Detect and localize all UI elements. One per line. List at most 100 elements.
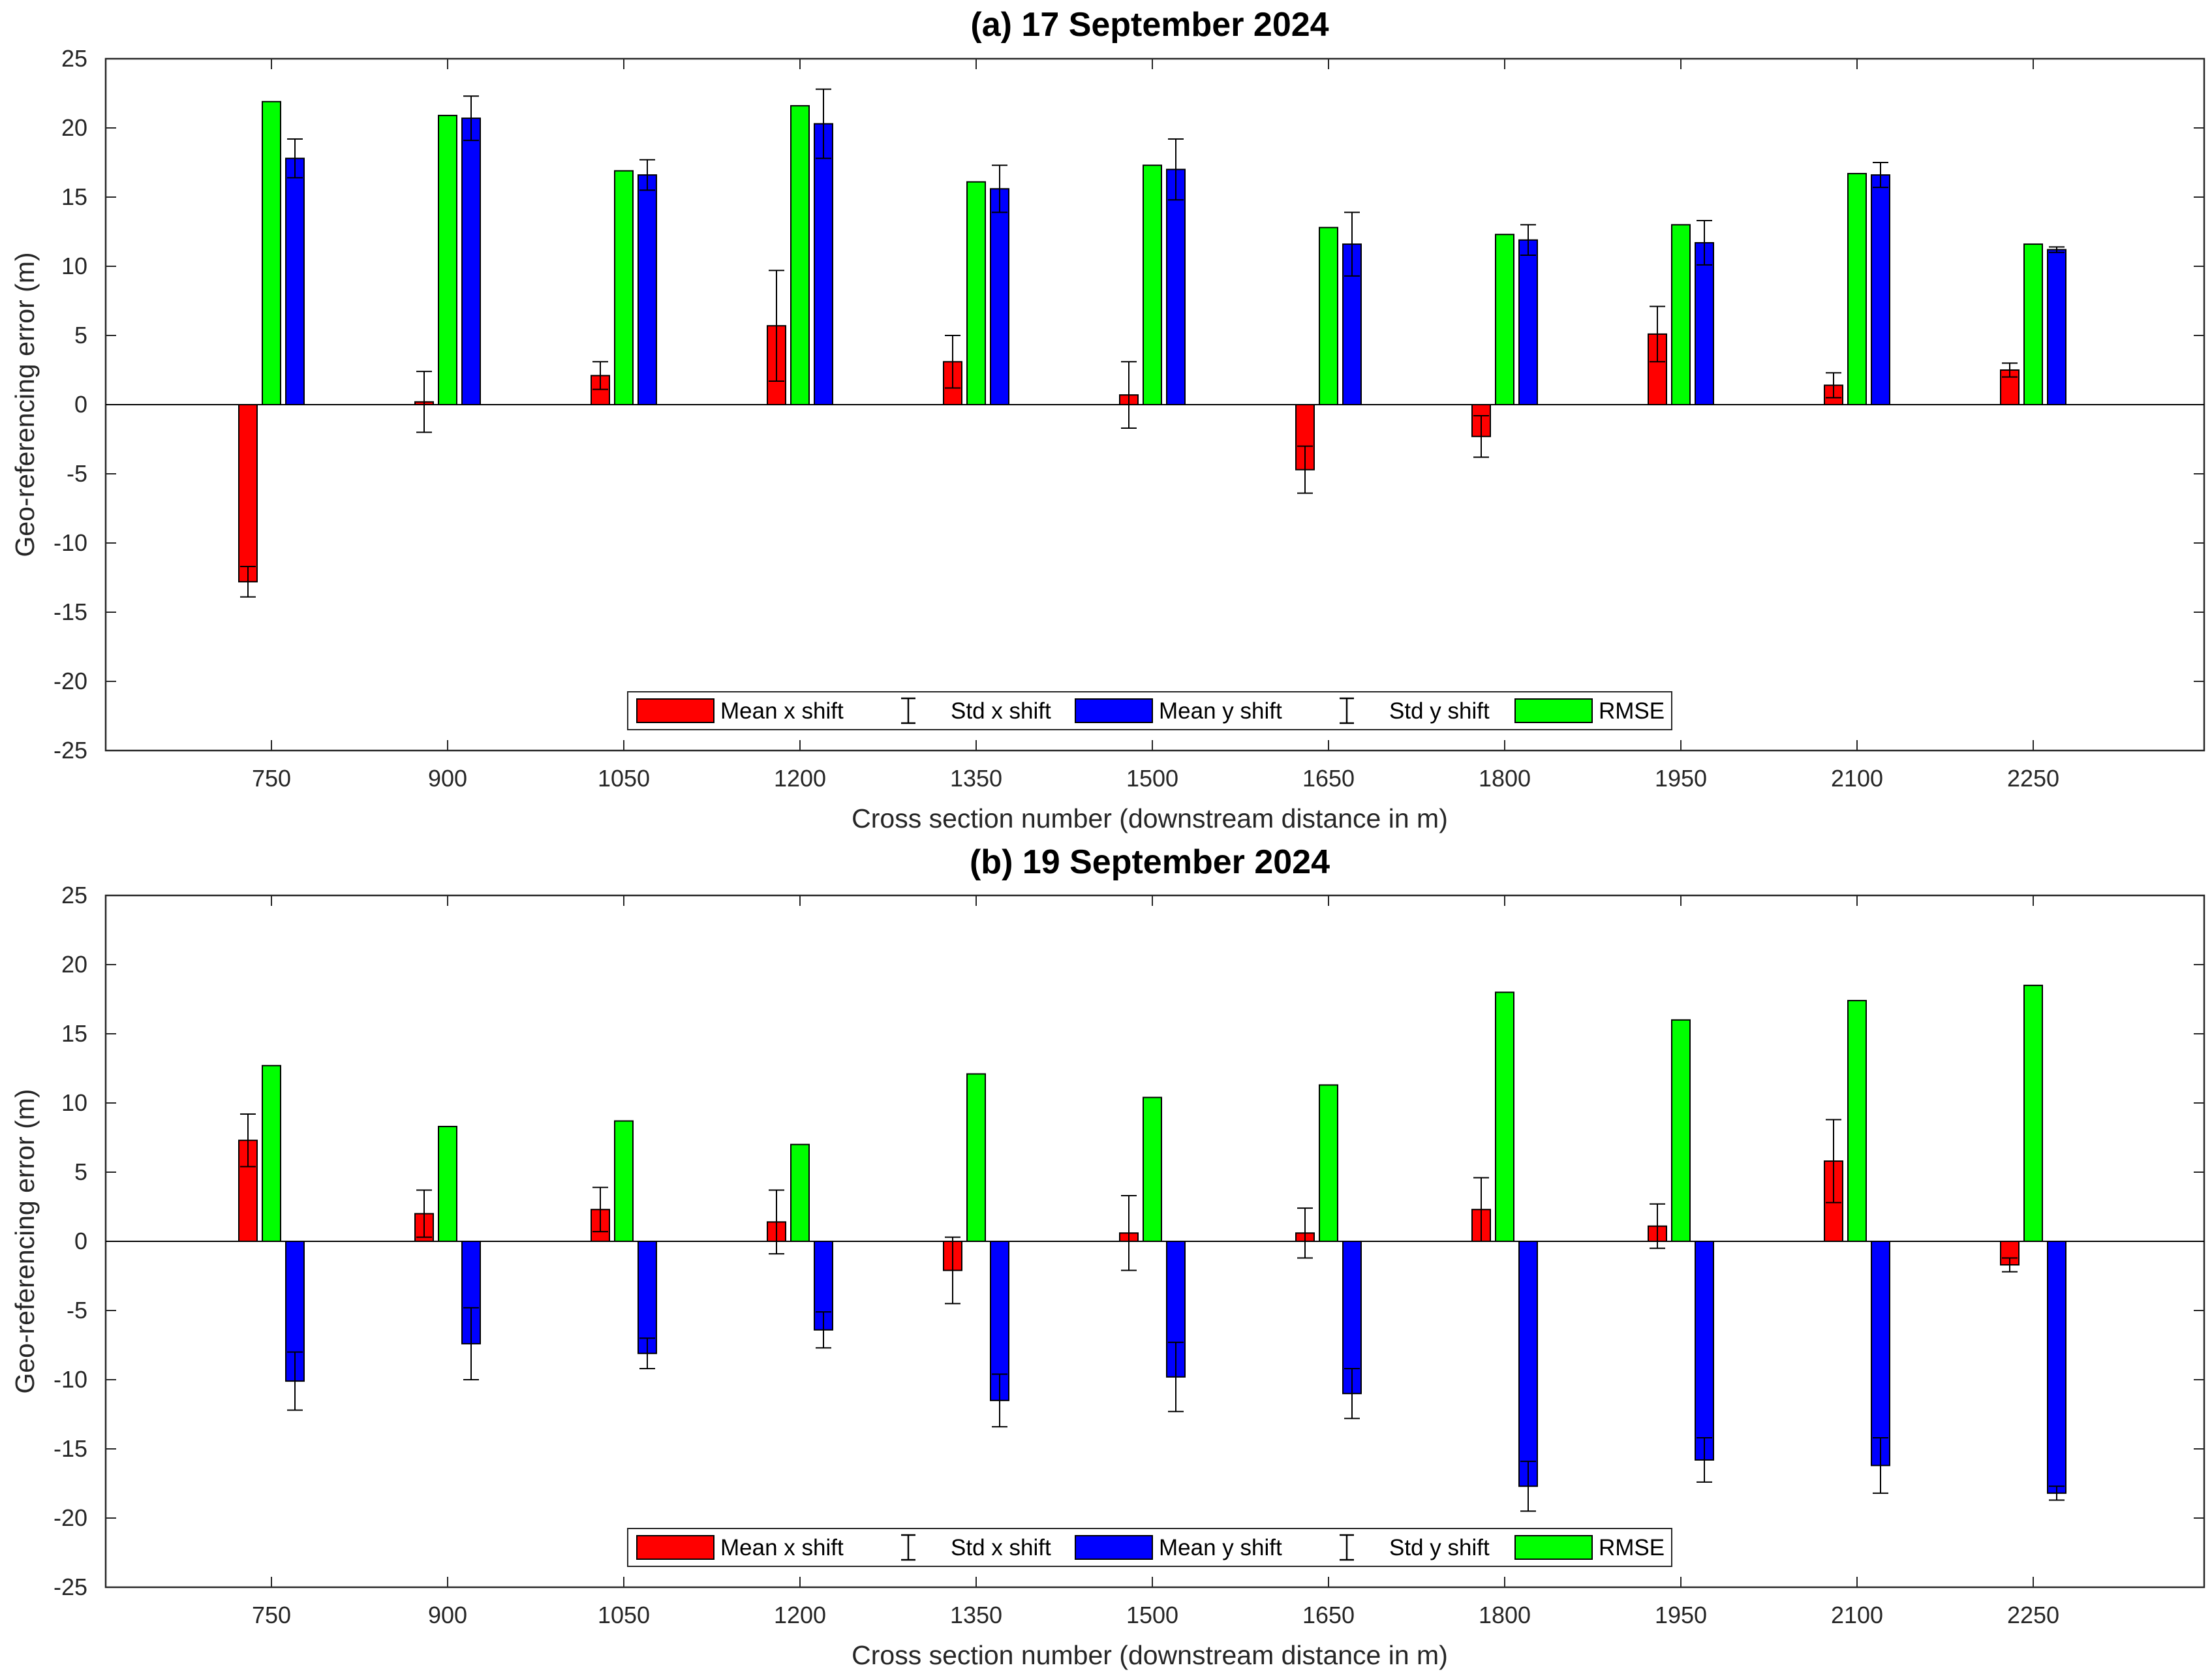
errorbar-mean-y — [1344, 211, 1360, 277]
legend: Mean x shift Std x shift Mean y shift St… — [627, 691, 1672, 730]
y-tick-label: -5 — [67, 1297, 87, 1324]
legend-label-mean-y: Mean y shift — [1159, 1535, 1282, 1560]
errorbar-mean-x — [1121, 1195, 1137, 1271]
y-tick-label: 10 — [61, 1089, 87, 1116]
y-tick-label: 0 — [74, 391, 87, 418]
y-tick-label: 5 — [74, 322, 87, 349]
y-axis-label: Geo-referencing error (m) — [10, 252, 40, 557]
errorbar-mean-x — [1473, 414, 1489, 458]
errorbar-mean-x — [416, 1189, 432, 1238]
bar-mean-y — [1695, 1241, 1714, 1461]
y-tick-label: 25 — [61, 882, 87, 908]
x-tick-label: 900 — [428, 1602, 467, 1628]
y-tick-label: -20 — [54, 1504, 87, 1531]
bar-mean-y — [2047, 1241, 2066, 1494]
bar-mean-y — [1871, 1241, 1890, 1466]
y-tick-label: 15 — [61, 183, 87, 210]
y-axis: 25 20 15 10 5 0 -5 -10 -15 -20 -25 — [54, 882, 2204, 1600]
x-tick-label: 1950 — [1655, 765, 1707, 792]
errorbar-mean-y — [1168, 138, 1184, 201]
bar-rmse — [1847, 1000, 1867, 1242]
errorbar-mean-x — [416, 371, 432, 433]
bar-mean-y — [637, 1241, 657, 1354]
x-axis: 750 900 1050 1200 1350 1500 1650 1800 1950 2100 22… — [252, 59, 2059, 792]
errorbar-mean-y — [639, 1337, 655, 1370]
x-tick-label: 1500 — [1126, 765, 1178, 792]
legend-label-mean-x: Mean x shift — [720, 1535, 844, 1560]
y-tick-label: 20 — [61, 951, 87, 978]
legend-swatch-rmse — [1514, 698, 1593, 723]
x-tick-label: 1950 — [1655, 1602, 1707, 1628]
bar-rmse — [1319, 1084, 1338, 1242]
y-tick-label: 15 — [61, 1020, 87, 1047]
bar-rmse — [1847, 172, 1867, 405]
bar-mean-y — [1518, 1241, 1538, 1487]
errorbar-mean-x — [1473, 1177, 1489, 1242]
bar-rmse — [614, 1120, 634, 1243]
y-axis-label: Geo-referencing error (m) — [10, 1089, 40, 1393]
legend-label-std-x: Std x shift — [951, 1535, 1051, 1560]
legend-swatch-mean-x — [636, 1535, 714, 1560]
errorbar-mean-x — [769, 1189, 784, 1255]
y-tick-label: -5 — [67, 460, 87, 487]
x-tick-label: 2100 — [1831, 765, 1883, 792]
legend-errorbar-icon-x — [901, 697, 915, 724]
errorbar-mean-y — [287, 1351, 303, 1411]
y-tick-label: -10 — [54, 529, 87, 556]
x-tick-label: 1350 — [950, 1602, 1002, 1628]
x-tick-label: 2250 — [2007, 765, 2059, 792]
legend-label-std-x: Std x shift — [951, 698, 1051, 724]
bar-rmse — [1671, 1019, 1691, 1243]
y-tick-label: 20 — [61, 114, 87, 141]
errorbar-mean-x — [1826, 1119, 1841, 1203]
errorbar-mean-x — [1297, 1207, 1313, 1259]
y-tick-label: 10 — [61, 253, 87, 279]
y-tick-label: -15 — [54, 598, 87, 625]
bar-rmse — [438, 1126, 457, 1243]
bar-mean-y — [990, 188, 1009, 405]
x-tick-label: 1800 — [1479, 1602, 1531, 1628]
errorbar-mean-y — [992, 164, 1007, 213]
errorbar-mean-x — [240, 1113, 256, 1168]
bar-rmse — [1495, 991, 1514, 1243]
y-tick-label: 0 — [74, 1228, 87, 1254]
legend-errorbar-icon-y — [1340, 697, 1354, 724]
errorbar-mean-y — [1344, 1368, 1360, 1420]
chart-title: (a) 17 September 2024 — [970, 6, 1329, 44]
x-tick-label: 750 — [252, 1602, 291, 1628]
x-tick-label: 1650 — [1302, 765, 1355, 792]
x-tick-label: 1500 — [1126, 1602, 1178, 1628]
legend-label-mean-y: Mean y shift — [1159, 698, 1282, 724]
errorbar-mean-y — [639, 159, 655, 191]
bar-mean-y — [461, 117, 481, 405]
bar-rmse — [1143, 1096, 1162, 1243]
bar-mean-y — [2047, 249, 2066, 405]
legend-label-mean-x: Mean x shift — [720, 698, 844, 724]
x-tick-label: 1800 — [1479, 765, 1531, 792]
errorbar-mean-y — [992, 1373, 1007, 1428]
bar-rmse — [2023, 984, 2043, 1243]
legend-errorbar-icon-y — [1340, 1534, 1354, 1561]
errorbar-mean-y — [463, 95, 479, 142]
legend-swatch-rmse — [1514, 1535, 1593, 1560]
errorbar-mean-x — [1826, 372, 1841, 399]
bar-mean-y — [814, 123, 833, 405]
bar-mean-y — [285, 157, 305, 405]
y-tick-label: -15 — [54, 1435, 87, 1462]
errorbar-mean-y — [1520, 1461, 1536, 1512]
errorbar-mean-y — [816, 88, 831, 159]
legend-label-rmse: RMSE — [1599, 1535, 1665, 1560]
errorbar-mean-x — [240, 566, 256, 598]
errorbar-mean-y — [1697, 220, 1712, 266]
bar-mean-y — [1871, 174, 1890, 405]
legend-swatch-mean-y — [1075, 1535, 1153, 1560]
bar-rmse — [2023, 243, 2043, 405]
x-tick-label: 900 — [428, 765, 467, 792]
legend: Mean x shift Std x shift Mean y shift St… — [627, 1528, 1672, 1567]
bar-mean-y — [1695, 241, 1714, 405]
errorbar-mean-y — [287, 138, 303, 179]
x-tick-label: 1050 — [598, 1602, 650, 1628]
errorbar-mean-y — [2049, 246, 2065, 253]
errorbar-mean-x — [1650, 1203, 1665, 1249]
legend-errorbar-icon-x — [901, 1534, 915, 1561]
